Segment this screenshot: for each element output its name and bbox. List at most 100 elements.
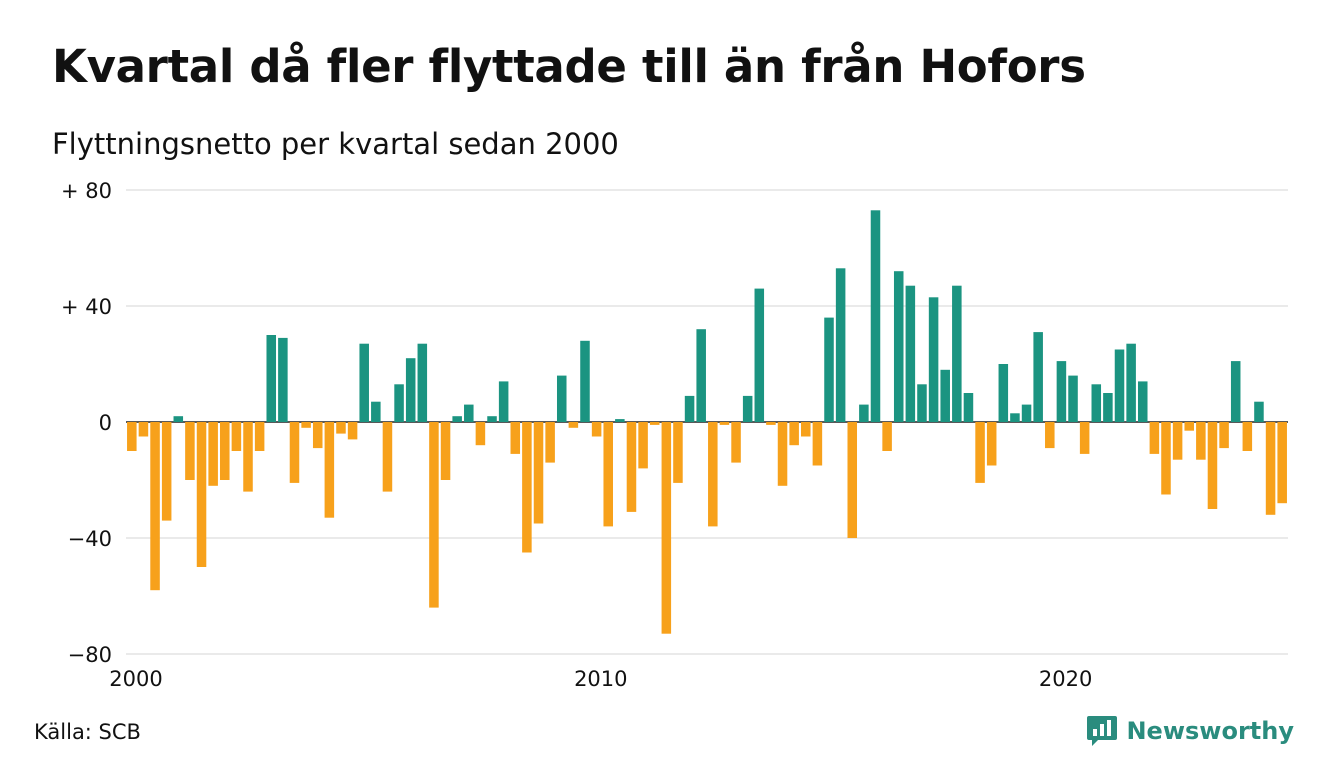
bar <box>138 422 149 437</box>
bar <box>824 317 834 422</box>
y-tick-label: + 40 <box>61 295 112 319</box>
x-tick-label: 2020 <box>1039 667 1092 691</box>
y-tick-label: 0 <box>99 411 112 435</box>
bar <box>1126 343 1136 422</box>
x-tick-label: 2000 <box>109 667 162 691</box>
bar <box>649 422 660 425</box>
chart-title: Kvartal då fler flyttade till än från Ho… <box>52 40 1086 93</box>
bar <box>684 395 695 422</box>
bar <box>615 419 625 422</box>
bar <box>917 384 927 422</box>
bar <box>638 422 648 469</box>
bar <box>1277 422 1287 504</box>
bar <box>498 381 509 422</box>
bar <box>789 422 799 446</box>
bar <box>1045 422 1055 449</box>
bar <box>731 422 741 463</box>
bar <box>719 422 730 425</box>
bar <box>870 210 881 422</box>
bar <box>278 337 288 422</box>
bar <box>522 422 532 553</box>
bar <box>1010 413 1020 422</box>
bar <box>580 340 590 422</box>
bar <box>1161 422 1171 495</box>
bar <box>952 285 962 422</box>
bar <box>394 384 404 422</box>
bar <box>882 422 892 451</box>
bar <box>940 369 950 422</box>
bar <box>1242 422 1253 451</box>
bar <box>568 422 579 428</box>
bar <box>812 422 823 466</box>
bar <box>127 422 137 451</box>
bar <box>963 393 974 422</box>
bar <box>464 404 474 422</box>
bar-layer <box>127 210 1287 634</box>
bar <box>754 288 765 422</box>
bar <box>893 271 904 422</box>
bar <box>696 329 706 422</box>
bar <box>324 422 335 518</box>
bar <box>254 422 265 451</box>
bar <box>452 416 462 422</box>
bar <box>1149 422 1160 454</box>
y-tick-label: + 80 <box>61 179 112 203</box>
bar <box>243 422 253 492</box>
bar <box>1230 361 1241 422</box>
bar <box>1196 422 1206 460</box>
bar <box>301 422 311 428</box>
bar <box>208 422 218 486</box>
bar <box>405 358 416 422</box>
bar <box>1265 422 1276 515</box>
bar <box>1219 422 1229 449</box>
bar <box>161 422 172 521</box>
bar <box>766 422 776 425</box>
bar <box>626 422 637 512</box>
bar <box>1172 422 1183 460</box>
bar <box>673 422 683 483</box>
bar <box>475 422 486 446</box>
bar <box>510 422 521 454</box>
source-note: Källa: SCB <box>34 720 141 744</box>
bar <box>196 422 207 567</box>
bar <box>1091 384 1102 422</box>
bar <box>1184 422 1194 431</box>
bar <box>708 422 718 527</box>
bar <box>150 422 160 591</box>
bar <box>1254 401 1264 422</box>
y-tick-label: −80 <box>68 643 112 667</box>
x-tick-label: 2010 <box>574 667 627 691</box>
bar <box>487 416 497 422</box>
bar <box>905 285 916 422</box>
bar <box>1114 349 1125 422</box>
bar <box>1068 375 1078 422</box>
grid-layer <box>126 189 1288 655</box>
bar <box>556 375 567 422</box>
bar <box>231 422 242 451</box>
bar <box>417 343 428 422</box>
bar <box>986 422 997 466</box>
bar <box>1207 422 1218 509</box>
newsworthy-logo-icon <box>1087 716 1118 746</box>
bar <box>440 422 451 480</box>
bar <box>382 422 393 492</box>
bar <box>742 395 753 422</box>
bar <box>801 422 811 437</box>
bar <box>289 422 300 483</box>
bar <box>998 364 1009 422</box>
bar <box>661 422 672 634</box>
bar <box>266 335 277 422</box>
bar <box>603 422 613 527</box>
bar <box>1079 422 1090 454</box>
bar <box>847 422 858 538</box>
bar <box>1033 332 1043 422</box>
bar <box>859 404 869 422</box>
brand-logo[interactable]: Newsworthy <box>1086 714 1294 748</box>
bar <box>173 416 184 422</box>
y-tick-label: −40 <box>68 527 112 551</box>
bar <box>1137 381 1148 422</box>
brand-name: Newsworthy <box>1126 717 1294 745</box>
bar <box>545 422 555 463</box>
